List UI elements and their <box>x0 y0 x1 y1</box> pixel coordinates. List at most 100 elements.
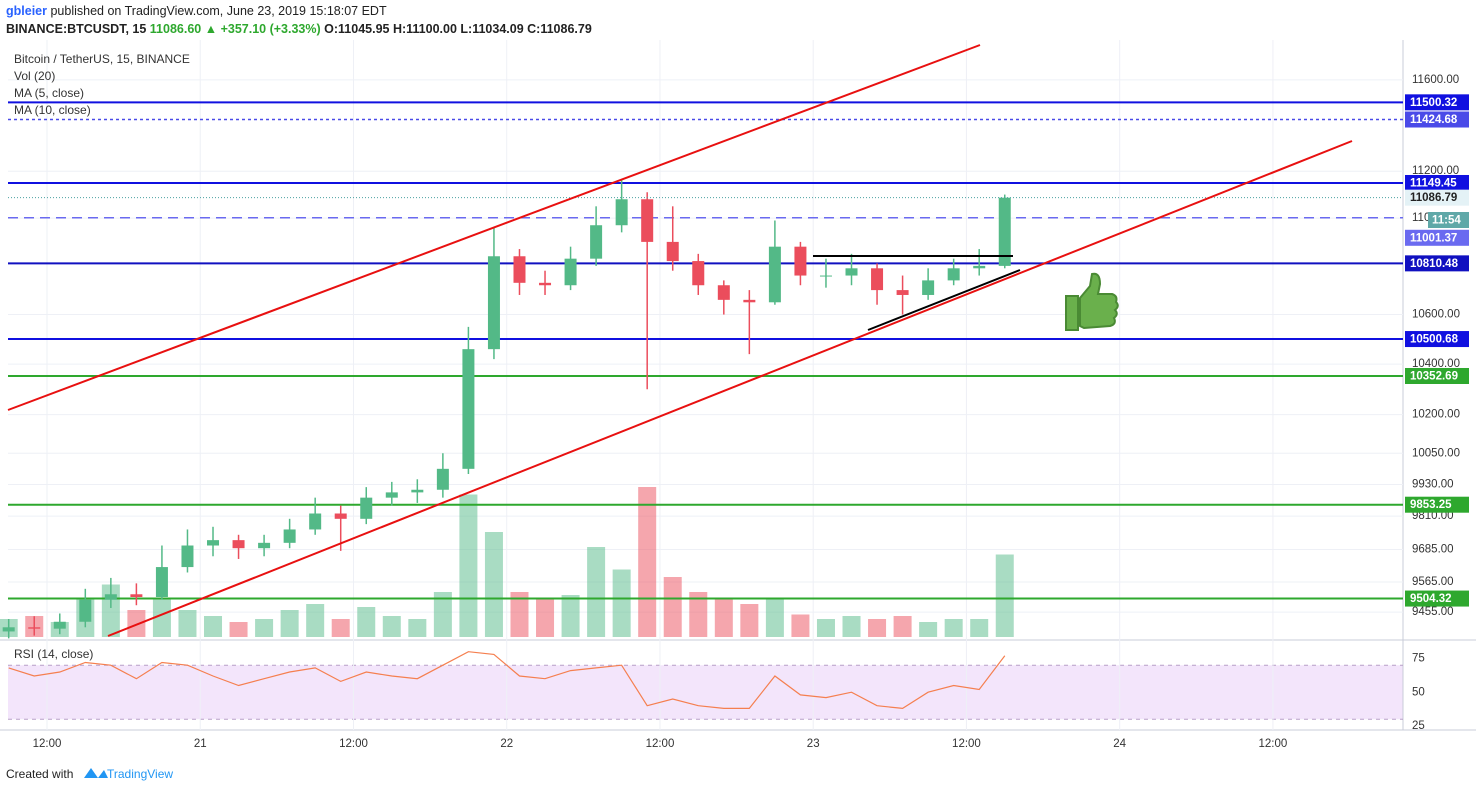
volume-bar <box>816 619 835 637</box>
volume-bar <box>689 592 708 637</box>
candle-body <box>564 258 577 286</box>
candle-body <box>232 540 245 549</box>
candle-body <box>360 497 373 519</box>
volume-bar <box>331 619 350 637</box>
author: gbleier <box>6 4 47 18</box>
y-tick-label: 10400.00 <box>1412 358 1460 370</box>
last-price-label: 11086.79 <box>1410 192 1457 204</box>
volume-bar <box>663 577 682 637</box>
candle-body <box>819 275 832 277</box>
header-line-1: gbleier published on TradingView.com, Ju… <box>6 4 387 18</box>
header-line-2: BINANCE:BTCUSDT, 15 11086.60 ▲ +357.10 (… <box>6 22 592 36</box>
last-price-box <box>1405 189 1469 206</box>
candle-body <box>590 225 603 259</box>
volume-bar <box>638 487 657 637</box>
candle-body <box>181 545 194 568</box>
candle-body <box>743 299 756 303</box>
level-label: 11001.37 <box>1410 232 1457 244</box>
candle-body <box>130 594 143 598</box>
level-box <box>1405 331 1469 348</box>
level-box <box>1405 94 1469 111</box>
price: 11086.60 <box>150 22 201 36</box>
candle-body <box>973 265 986 269</box>
legend-symbol: Bitcoin / TetherUS, 15, BINANCE <box>14 52 190 66</box>
y-tick-label: 9455.00 <box>1412 606 1454 618</box>
level-label: 10810.48 <box>1410 258 1459 270</box>
ohlc-close: C:11086.79 <box>527 22 592 36</box>
volume-bar <box>178 610 197 637</box>
candle-body <box>666 241 679 262</box>
rsi-line <box>8 651 1006 710</box>
volume-bar <box>561 595 580 637</box>
volume-bar <box>229 622 248 637</box>
ohlc-low: L:11034.09 <box>460 22 523 36</box>
legend-volume: Vol (20) <box>14 69 55 83</box>
y-tick-label: 11600.00 <box>1412 74 1459 86</box>
candle-body <box>53 621 66 629</box>
candle-body <box>717 285 730 300</box>
candle-body <box>896 290 909 295</box>
volume-bar <box>791 614 810 637</box>
candle-body <box>155 567 168 598</box>
level-label: 11424.68 <box>1410 114 1458 126</box>
legend-ma5: MA (5, close) <box>14 86 84 100</box>
volume-bar <box>919 622 938 637</box>
volume-bar <box>995 554 1014 637</box>
volume-bar <box>612 569 631 637</box>
candle-body <box>768 246 781 303</box>
footer-text: Created with <box>6 767 73 781</box>
level-box <box>1405 496 1469 513</box>
rsi-tick-label: 75 <box>1412 653 1425 665</box>
candle-body <box>436 468 449 490</box>
volume-bar <box>510 592 529 637</box>
candle-body <box>28 627 41 629</box>
level-label: 10500.68 <box>1410 334 1459 346</box>
candle-body <box>2 627 15 632</box>
upper-trend-line <box>7 44 981 411</box>
x-tick-label: 12:00 <box>952 738 981 750</box>
level-label: 10352.69 <box>1410 371 1458 383</box>
candle-body <box>871 268 884 291</box>
legend-ma10: MA (10, close) <box>14 103 91 117</box>
change: +357.10 (+3.33%) <box>221 22 321 36</box>
level-box <box>1405 111 1469 128</box>
x-tick-label: 23 <box>807 738 820 750</box>
candle-body <box>513 256 526 283</box>
candle-body <box>309 513 322 530</box>
candle-body <box>615 199 628 226</box>
candle-body <box>385 492 398 498</box>
volume-bar <box>152 599 171 637</box>
volume-bar <box>944 619 963 637</box>
volume-bar <box>893 616 912 637</box>
candle-body <box>334 513 347 519</box>
x-tick-label: 12:00 <box>339 738 368 750</box>
y-tick-label: 9685.00 <box>1412 544 1454 556</box>
candle-body <box>845 268 858 276</box>
y-tick-label: 9565.00 <box>1412 576 1454 588</box>
candle-body <box>79 599 92 622</box>
x-tick-label: 12:00 <box>33 738 62 750</box>
ohlc-open: O:11045.95 <box>324 22 389 36</box>
y-tick-label: 10200.00 <box>1412 409 1460 421</box>
thumbs-up-icon <box>1065 272 1119 331</box>
rsi-tick-label: 25 <box>1412 720 1425 732</box>
plot: 12:00 21 12:00 22 12:00 23 12:00 24 12:00 <box>0 40 1476 750</box>
level-label: 9853.25 <box>1410 499 1452 511</box>
rsi-tick-label: 50 <box>1412 686 1425 698</box>
countdown-box <box>1428 212 1469 228</box>
ohlc-high: H:11100.00 <box>393 22 457 36</box>
level-label: 9504.32 <box>1410 593 1452 605</box>
published: published on TradingView.com, June 23, 2… <box>50 4 386 18</box>
volume-bar <box>382 616 401 637</box>
volume-bar <box>357 607 376 637</box>
candle-body <box>794 246 807 276</box>
candle-body <box>207 540 220 546</box>
level-box <box>1405 255 1469 272</box>
volume-bar <box>127 610 146 637</box>
volume-bar <box>433 592 452 637</box>
lower-trend-line <box>107 140 1353 637</box>
candle-body <box>641 199 654 242</box>
y-tick-label: 10050.00 <box>1412 447 1460 459</box>
